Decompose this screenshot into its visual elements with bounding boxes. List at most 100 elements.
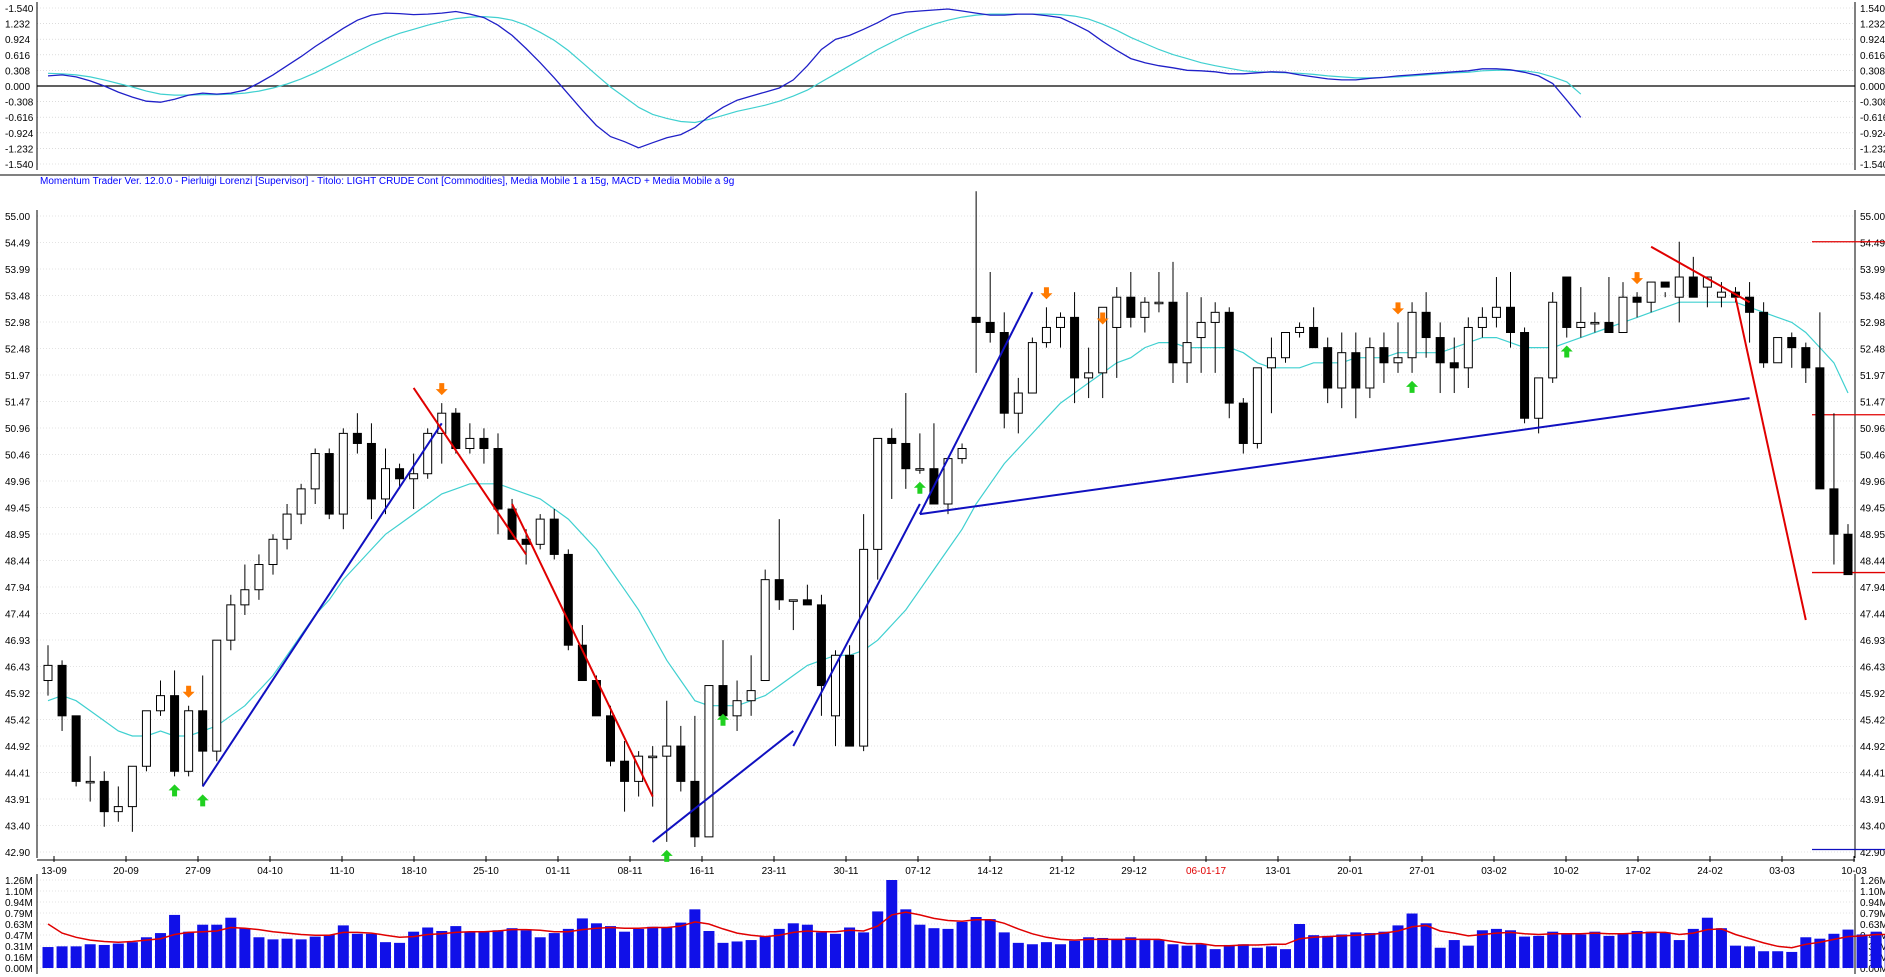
volume-tick-label-left: 0.31M [5,942,33,953]
candle-body [1154,301,1164,305]
volume-tick-label-right: 1.10M [1860,887,1885,898]
trendline [792,503,921,747]
candle-body [352,432,362,444]
candle-body [1520,332,1530,419]
macd-tick-label-right: -0.924 [1860,129,1885,140]
volume-bar [253,937,265,968]
volume-tick-label-right: 0.00M [1860,964,1885,975]
volume-bar [1561,933,1573,968]
macd-tick-label-right: -0.616 [1860,113,1885,124]
volume-bar [872,911,884,968]
volume-bar [1280,949,1291,968]
volume-bar [858,932,870,968]
price-tick-label-right: 53.99 [1860,265,1885,276]
volume-bar [1758,951,1770,968]
sell-arrow-icon [182,685,195,698]
candle-body [760,579,770,682]
x-axis-label: 27-01 [1409,866,1435,877]
price-tick-label-left: 45.92 [5,689,30,700]
volume-bar [844,927,856,968]
candle-body [366,442,376,500]
x-axis-label: 10-03 [1841,866,1867,877]
volume-tick-label-left: 1.26M [5,876,33,887]
candle-body [1815,367,1825,490]
candle-body [704,685,714,838]
candle-body [1646,281,1656,303]
candle-body [1576,321,1586,328]
volume-bar [1490,928,1502,968]
macd-panel: -1.540 1.540 1.232 1.232 0.924 0.924 0.616 0.61… [0,2,1885,176]
price-tick-label-right: 49.45 [1860,504,1885,515]
volume-bar [675,922,687,968]
candle-body [577,644,587,682]
candle-body [127,765,137,808]
candle-body [1534,377,1544,419]
price-tick-label-left: 53.99 [5,265,30,276]
macd-signal-line [47,13,1582,124]
candle-body [1604,321,1614,334]
macd-tick-label-left: -1.540 [5,4,34,15]
macd-tick-label-left: 1.232 [5,20,30,31]
price-tick-label-left: 54.49 [5,239,30,250]
price-tick-label-right: 54.49 [1860,239,1885,250]
candle-body [1182,342,1192,364]
volume-bar [590,923,602,968]
price-tick-label-left: 47.44 [5,610,30,621]
candle-body [1477,316,1487,328]
volume-bar [112,943,124,968]
candle-body [873,437,883,550]
candle-body [999,332,1009,414]
volume-tick-label-left: 0.94M [5,898,33,909]
macd-tick-label-left: -0.924 [5,129,34,140]
volume-bar [1448,940,1460,968]
volume-bar [1730,945,1741,968]
candle-body [1393,357,1403,364]
price-tick-label-right: 50.46 [1860,451,1885,462]
macd-tick-label-right: -1.232 [1860,144,1885,155]
x-axis-label: 16-11 [690,866,715,877]
volume-bar [1364,933,1376,968]
volume-bar [1420,923,1432,968]
x-axis-label: 20-09 [113,866,139,877]
volume-bar [422,927,434,968]
macd-line [47,8,1582,149]
volume-bar [1223,944,1235,968]
candle-body [1126,296,1136,318]
sell-arrow-icon [1096,312,1109,325]
candle-body [1196,321,1206,339]
candle-body [282,513,292,540]
candle-body [1084,372,1094,379]
candle-body [170,695,180,772]
candle-body [746,690,756,702]
candle-body [198,710,208,752]
price-tick-label-left: 42.90 [5,848,30,859]
volume-bar [900,909,912,968]
candle-body [1716,291,1726,298]
volume-bar [1547,931,1559,968]
candle-body [1702,276,1712,288]
price-tick-label-right: 50.96 [1860,424,1885,435]
volume-bar [1350,932,1362,968]
volume-bar [464,931,476,968]
x-axis-label: 03-03 [1769,866,1795,877]
candle-body [1829,488,1839,535]
volume-bar [1097,937,1109,968]
x-axis-label: 11-10 [330,866,355,877]
buy-arrow-icon [660,849,673,862]
candle-body [1506,306,1515,334]
volume-bar [1744,946,1756,968]
candle-body [1098,306,1108,374]
volume-bar [1195,944,1207,968]
price-tick-label-left: 49.96 [5,477,30,488]
price-tick-label-left: 47.94 [5,583,30,594]
candle-body [1041,326,1051,344]
volume-bar [773,928,785,968]
sell-arrow-icon [1392,302,1404,315]
volume-bar [1083,937,1095,968]
volume-tick-label-right: 1.26M [1860,876,1885,887]
macd-tick-label-left: 0.000 [5,82,30,93]
candle-body [156,695,165,712]
candle-body [1801,347,1811,369]
volume-bar [225,917,237,968]
